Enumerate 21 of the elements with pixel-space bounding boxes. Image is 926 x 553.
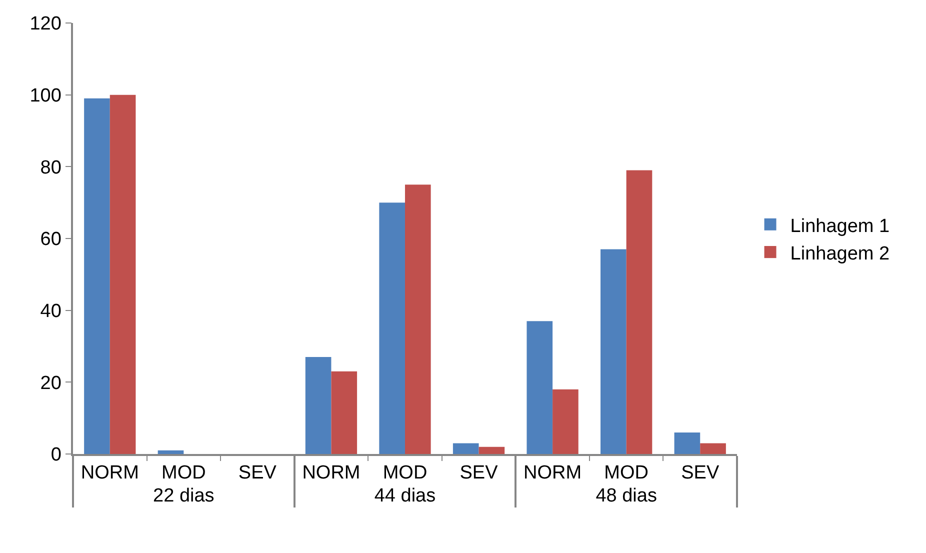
y-tick-label: 40 [40, 300, 62, 322]
x-tick-label: NORM [524, 462, 582, 484]
x-tick-label: NORM [80, 462, 139, 484]
x-tick-label: SEV [681, 462, 720, 484]
y-tick-label: 60 [40, 229, 62, 250]
y-tick-label: 0 [50, 444, 62, 466]
x-tick-label: NORM [302, 462, 360, 484]
legend-label: Linhagem 1 [790, 216, 890, 237]
text: 48 dias [596, 486, 657, 507]
x-tick-label: SEV [238, 462, 277, 484]
legend-label: Linhagem 2 [790, 243, 890, 264]
y-tick-label: 20 [40, 372, 62, 394]
y-tick-label: 100 [30, 85, 62, 106]
x-tick-label: MOD [382, 462, 428, 484]
y-tick-label: 120 [30, 14, 62, 35]
text: 22 dias [153, 486, 214, 507]
x-tick-label: MOD [162, 462, 206, 484]
x-tick-label: MOD [604, 462, 648, 484]
text: 44 dias [374, 486, 436, 507]
x-tick-label: SEV [460, 462, 498, 484]
y-tick-label: 80 [40, 157, 62, 178]
